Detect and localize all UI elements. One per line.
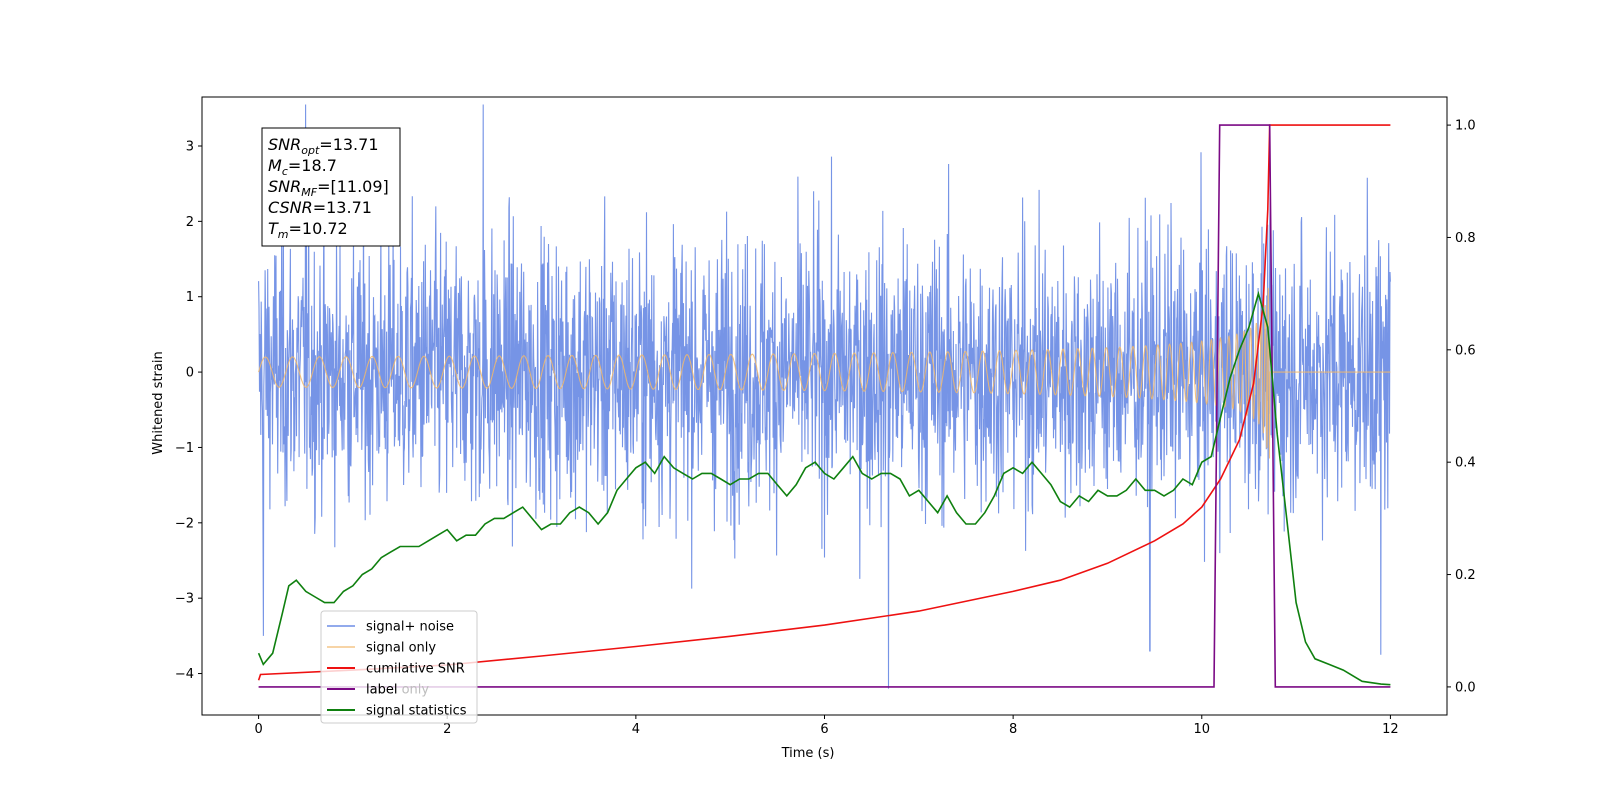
x-tick-label: 6	[820, 722, 828, 737]
x-axis-label: Time (s)	[781, 746, 835, 761]
y2-tick-label: 0.2	[1455, 568, 1476, 583]
series-cumulative-snr	[257, 124, 1391, 681]
annotation-line: Tm=10.72	[268, 219, 348, 241]
series-signal-statistics	[257, 290, 1391, 686]
y-axis-label: Whitened strain	[151, 351, 166, 454]
y-tick-label: 1	[186, 290, 194, 305]
annotation-line: SNRopt=13.71	[268, 135, 379, 157]
y-tick-label: 0	[186, 366, 194, 381]
x-tick-label: 8	[1009, 722, 1017, 737]
annotation-frame	[261, 127, 401, 247]
x-tick-label: 2	[443, 722, 451, 737]
plot-area	[257, 104, 1391, 689]
y-tick-label: −4	[175, 667, 194, 682]
y-tick-label: −2	[175, 516, 194, 531]
x-tick-label: 12	[1382, 722, 1399, 737]
legend-label: signal statistics	[366, 704, 467, 719]
legend: label only signal+ noise signal only cumila…	[320, 610, 478, 724]
y2-tick-label: 0.8	[1455, 231, 1476, 246]
y-tick-label: −1	[175, 441, 194, 456]
legend-label: signal+ noise	[366, 620, 454, 635]
series-signal-only	[258, 287, 1391, 459]
x-tick-label: 4	[632, 722, 640, 737]
annotation-line: CSNR=13.71	[268, 198, 372, 217]
y-tick-label: 2	[186, 215, 194, 230]
y2-tick-label: 1.0	[1455, 119, 1476, 134]
y2-tick-label: 0.0	[1455, 680, 1476, 695]
x-tick-label: 10	[1193, 722, 1210, 737]
y-tick-label: −3	[175, 592, 194, 607]
x-tick-label: 0	[254, 722, 262, 737]
annotation-line: Mc=18.7	[268, 156, 337, 178]
legend-label: label	[366, 683, 397, 698]
y-tick-label: 3	[186, 139, 194, 154]
annotation-line: SNRMF=[11.09]	[268, 177, 389, 199]
legend-label-faded: label only	[366, 683, 429, 698]
legend-frame	[320, 610, 478, 724]
stats-annotation-box: SNRopt=13.71Mc=18.7SNRMF=[11.09]CSNR=13.…	[261, 127, 401, 247]
series-signal-noise	[258, 104, 1391, 689]
y2-tick-label: 0.4	[1455, 456, 1476, 471]
series-label	[258, 124, 1391, 688]
legend-label: cumilative SNR	[366, 662, 465, 677]
y2-tick-label: 0.6	[1455, 343, 1476, 358]
legend-label: signal only	[366, 641, 436, 656]
